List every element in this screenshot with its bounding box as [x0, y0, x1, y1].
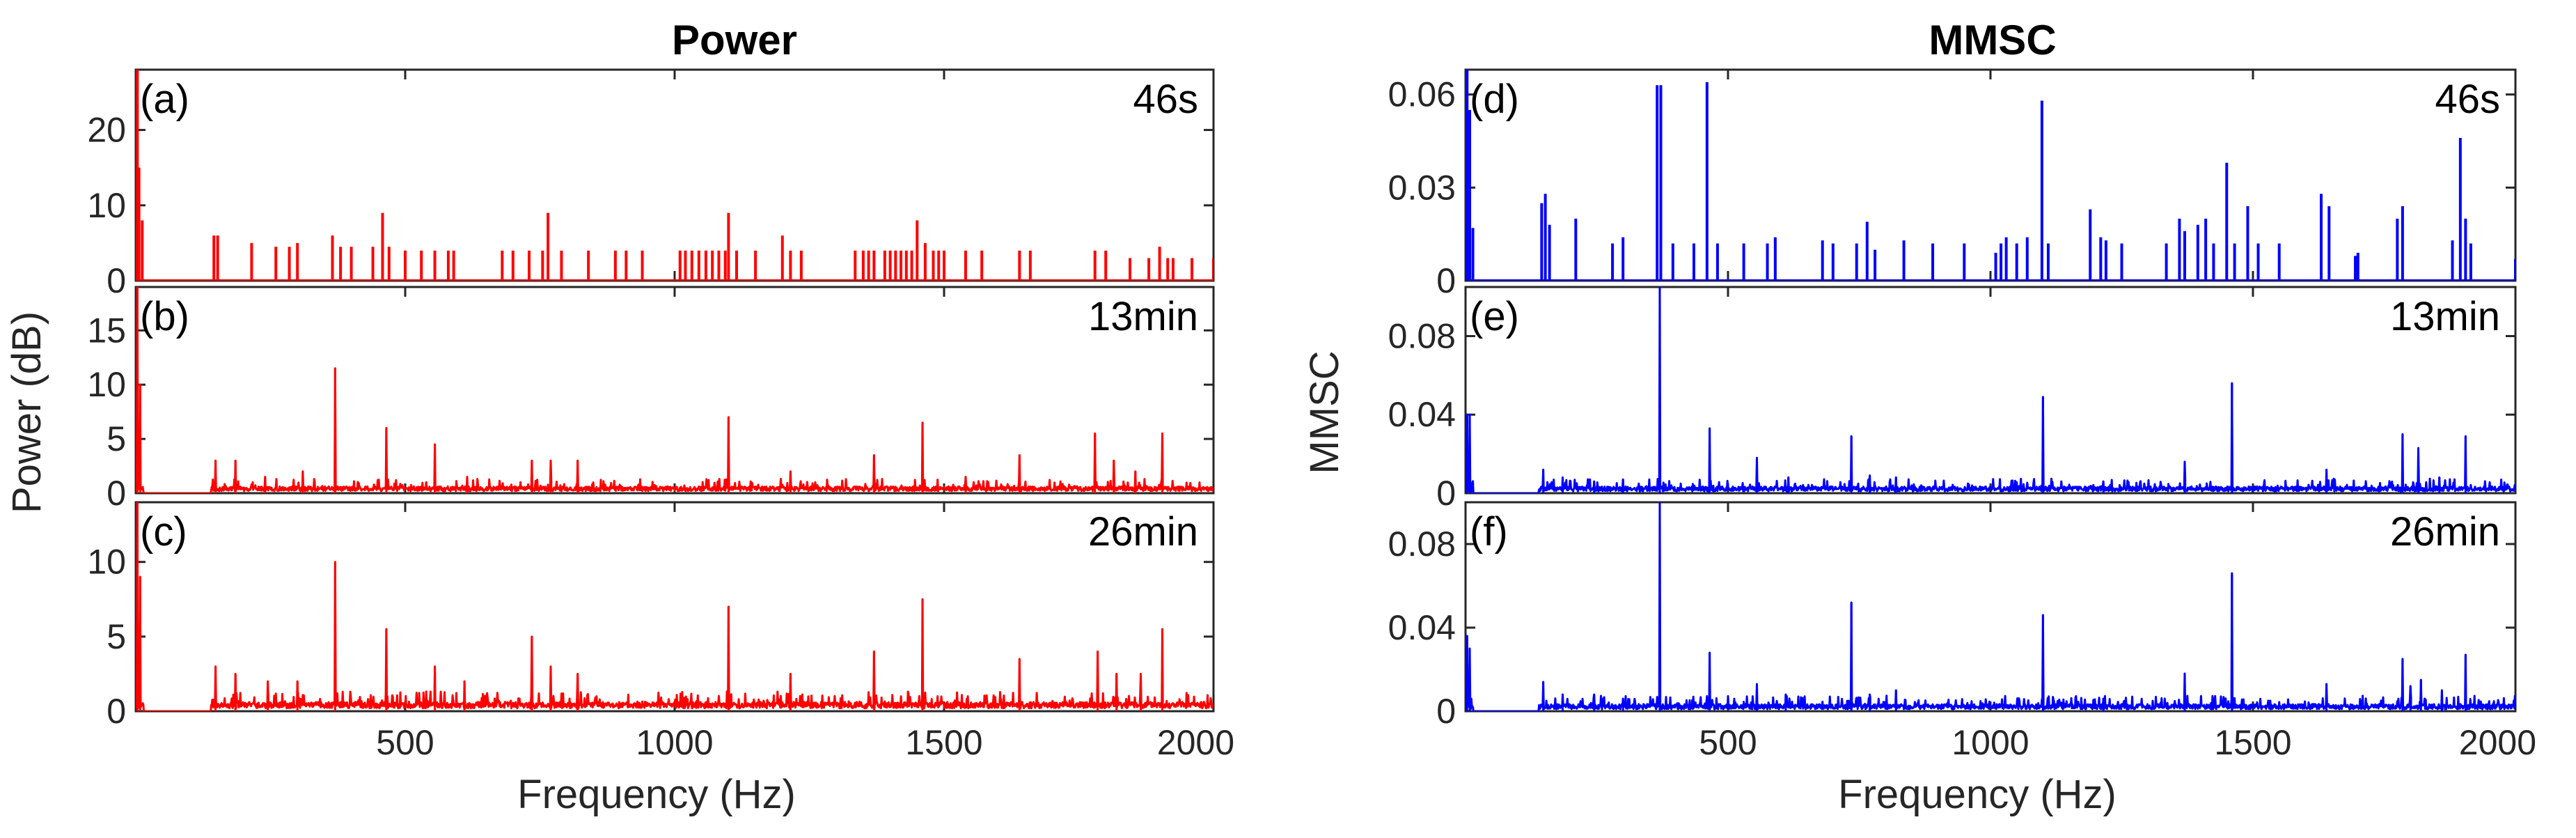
panel-c-line — [136, 502, 1214, 711]
panel-f-ytick-label: 0.08 — [1388, 525, 1456, 564]
panel-f-xtick-label: 1000 — [1951, 723, 2029, 762]
panel-f-xtick-label: 1500 — [2214, 723, 2291, 762]
panel-c: 0 5 10 500 1000 1500 2000 (c) 26min — [87, 501, 1234, 762]
panel-f-label: (f) — [1470, 509, 1508, 554]
panel-b: 0 5 10 15 (b) 13min — [87, 286, 1215, 513]
panel-c-ytick-label: 0 — [107, 692, 126, 731]
panel-b-series — [136, 287, 1214, 493]
panel-b-label: (b) — [140, 294, 189, 339]
panel-f-frame — [1464, 501, 2517, 713]
panel-f-line — [1466, 502, 2515, 711]
panel-f: 0 0.04 0.08 500 1000 1500 2000 (f) 26min — [1388, 501, 2536, 762]
panel-a-ytick-label: 10 — [87, 186, 126, 225]
panel-b-ytick-label: 5 — [107, 419, 126, 458]
panel-c-frame — [134, 501, 1215, 713]
panel-e-label: (e) — [1470, 294, 1519, 339]
panel-c-xtick-label: 1500 — [905, 723, 982, 762]
panel-c-ytick-label: 10 — [87, 543, 126, 582]
mmsc-column-title: MMSC — [1929, 17, 2056, 63]
panel-e-ytick-label: 0.04 — [1388, 395, 1456, 434]
panel-b-time-label: 13min — [1088, 294, 1198, 339]
panel-c-series — [136, 502, 1214, 711]
panel-d-series — [1466, 70, 2515, 281]
panel-a-ytick-label: 20 — [87, 111, 126, 150]
panel-f-time-label: 26min — [2390, 509, 2500, 554]
panel-f-series — [1466, 502, 2515, 711]
power-x-axis-label: Frequency (Hz) — [517, 772, 796, 817]
panel-e-series — [1466, 287, 2515, 493]
panel-f-xtick-label: 500 — [1699, 723, 1757, 762]
power-column-title: Power — [672, 17, 797, 63]
panel-f-xtick-label: 2000 — [2459, 723, 2536, 762]
mmsc-y-axis-label: MMSC — [1302, 350, 1347, 474]
panel-b-frame — [134, 286, 1215, 495]
panel-b-ytick-label: 10 — [87, 365, 126, 404]
panel-e-ytick-label: 0.08 — [1388, 316, 1456, 355]
panel-c-time-label: 26min — [1088, 509, 1198, 554]
panel-e: 0 0.04 0.08 (e) 13min — [1388, 286, 2517, 513]
panel-d: 0 0.03 0.06 (d) 46s — [1388, 68, 2517, 300]
panel-e-time-label: 13min — [2390, 294, 2500, 339]
panel-e-ytick-label: 0 — [1436, 474, 1456, 513]
panel-a-ytick-label: 0 — [107, 261, 126, 300]
panel-b-ytick-label: 15 — [87, 311, 126, 350]
panel-d-ytick-label: 0.03 — [1388, 168, 1456, 207]
panels: 0 10 20 (a) 46s 0 5 10 15 (b) 13min 0 5 10 500 1000 1500… — [87, 68, 2536, 762]
panel-d-ytick-label: 0.06 — [1388, 75, 1456, 114]
panel-e-line — [1466, 287, 2515, 493]
panel-d-time-label: 46s — [2435, 77, 2500, 122]
panel-e-frame — [1464, 286, 2517, 495]
power-y-axis-label: Power (dB) — [4, 311, 49, 513]
panel-a-label: (a) — [140, 77, 189, 122]
panel-c-label: (c) — [140, 509, 187, 554]
panel-a-time-label: 46s — [1133, 77, 1198, 122]
panel-f-ytick-label: 0 — [1436, 692, 1456, 731]
panel-d-ytick-label: 0 — [1436, 261, 1456, 300]
panel-c-xtick-label: 500 — [376, 723, 434, 762]
panel-f-ytick-label: 0.04 — [1388, 608, 1456, 647]
panel-a-series — [136, 70, 1214, 281]
panel-b-ytick-label: 0 — [107, 474, 126, 513]
panel-a: 0 10 20 (a) 46s — [87, 68, 1215, 300]
panel-b-line — [136, 287, 1214, 493]
panel-d-label: (d) — [1470, 77, 1519, 122]
panel-c-ytick-label: 5 — [107, 617, 126, 656]
panel-c-xtick-label: 1000 — [636, 723, 713, 762]
panel-c-xtick-label: 2000 — [1157, 723, 1234, 762]
mmsc-x-axis-label: Frequency (Hz) — [1838, 772, 2116, 817]
